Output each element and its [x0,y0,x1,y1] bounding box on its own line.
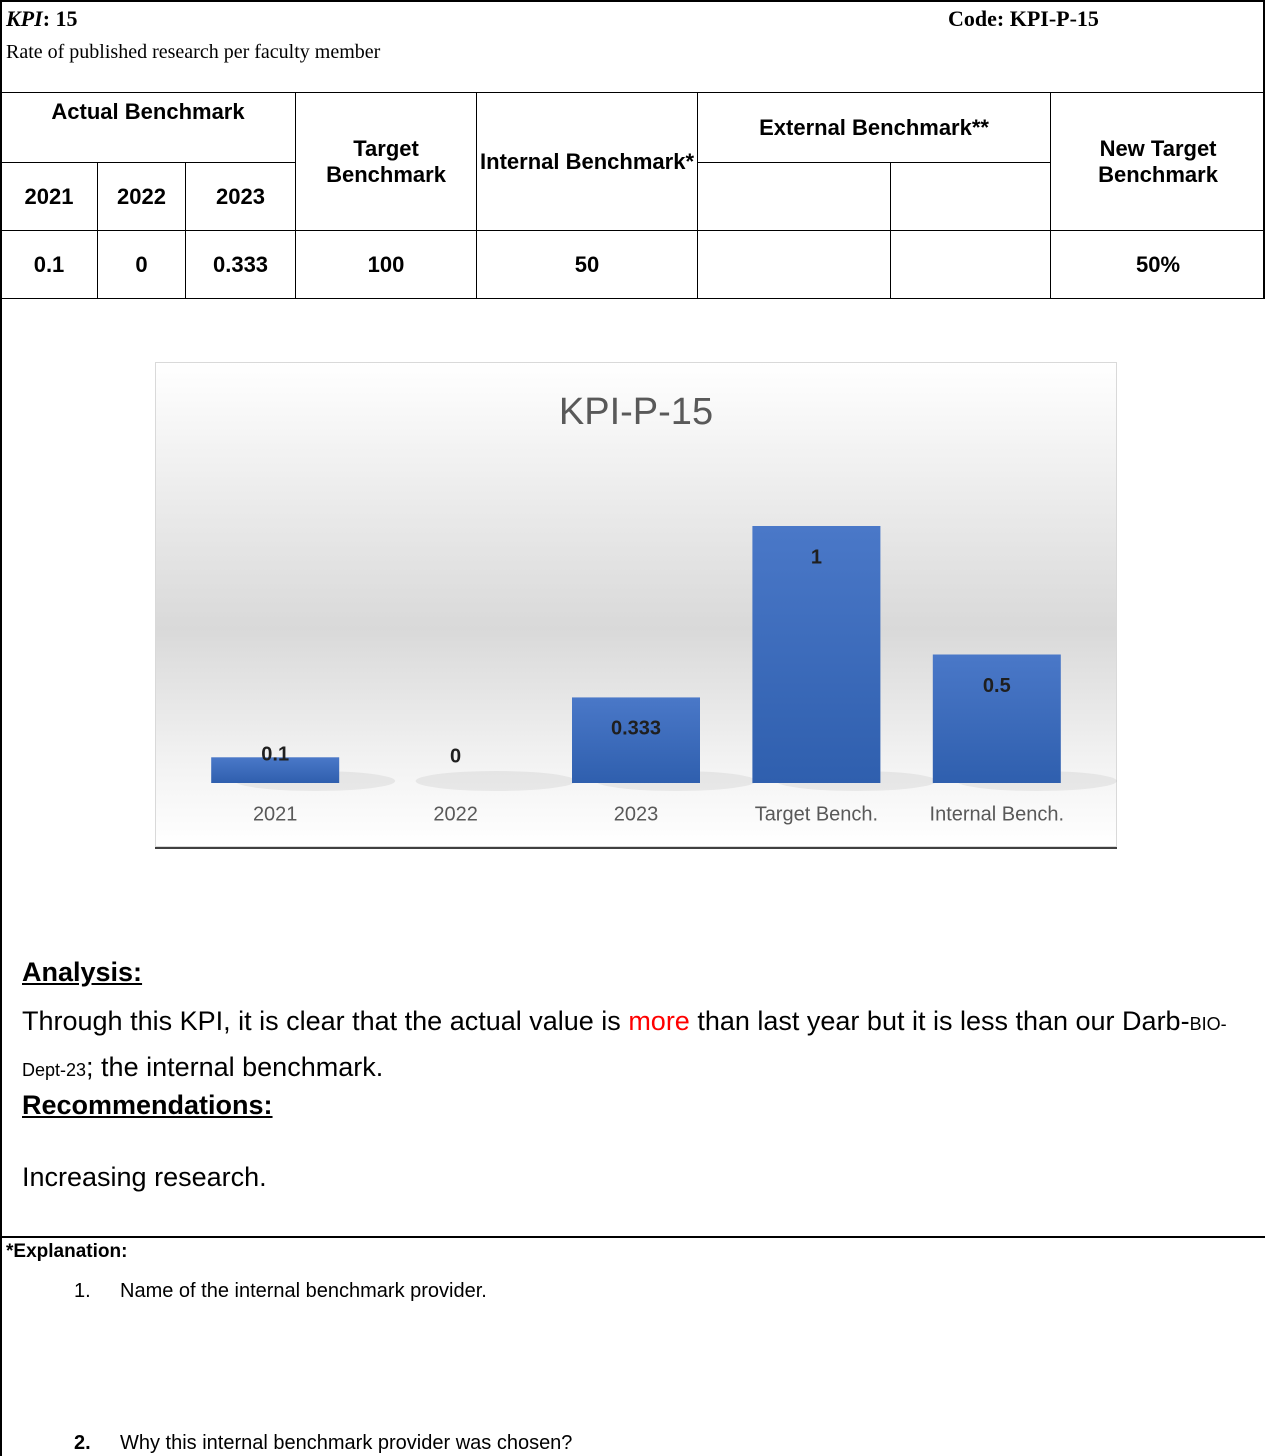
highlight: more [628,1006,690,1036]
internal-value: 50 [476,230,699,299]
list-item: 1. Name of the internal benchmark provide… [74,1280,487,1303]
item-text: Name of the internal benchmark provider. [120,1280,487,1302]
explanation-heading: *Explanation: [6,1241,128,1262]
small-text: BIO-Dept-23 [22,1014,1227,1080]
empty-cell [697,230,892,299]
text: than last year but it is less than our D… [689,1006,1190,1036]
external-header: External Benchmark** [697,92,1052,163]
list-item: 2. Why this internal benchmark provider w… [74,1432,572,1455]
bar-shadow [415,771,576,791]
target-value: 100 [295,230,478,299]
text: Through this KPI, it is clear that the a… [22,1006,629,1036]
kpi-number: KPI: 15 [6,6,78,32]
bar [752,526,881,783]
empty-cell [890,162,1052,231]
recommendations-heading: Recommendations: [22,1090,273,1120]
x-tick-label: 2021 [253,803,298,825]
new-target-value: 50% [1050,230,1265,299]
actual-header: Actual Benchmark [0,92,297,163]
x-tick-label: Target Bench. [755,803,878,825]
benchmark-table: Actual Benchmark Target Benchmark Intern… [0,92,1265,299]
bar [211,757,340,783]
item-number: 2. [74,1432,91,1454]
bar [572,697,700,783]
target-header: Target Benchmark [295,92,478,231]
top-border [0,0,1265,2]
year-value: 0.1 [0,230,98,299]
chart: KPI-P-15 0.1 2021 0 2022 0.333 2023 1 Target Be… [155,362,1117,849]
x-tick-label: Internal Bench. [930,803,1065,825]
year-value: 0 [97,230,186,299]
data-label: 0.333 [611,718,661,740]
new-target-header: New Target Benchmark [1050,92,1265,231]
text: ; the internal benchmark. [86,1052,384,1082]
kpi-code: Code: KPI-P-15 [948,6,1099,31]
internal-header: Internal Benchmark* [476,92,699,231]
year-value: 0.333 [184,230,297,299]
analysis-text: Through this KPI, it is clear that the a… [22,1000,1252,1092]
kpi-label: KPI [6,6,43,31]
divider [0,1236,1265,1238]
data-label: 0.1 [261,743,289,765]
year-header: 2021 [0,162,98,231]
bar [932,654,1061,783]
data-label: 0.5 [983,675,1011,697]
x-tick-label: 2023 [614,803,659,825]
empty-cell [890,230,1052,299]
chart-title: KPI-P-15 [559,391,713,433]
item-number: 1. [74,1280,91,1302]
empty-cell [697,162,892,231]
left-border [0,0,2,1456]
item-text: Why this internal benchmark provider was… [120,1432,573,1454]
x-tick-label: 2022 [433,803,478,825]
recommendations-text: Increasing research. [22,1162,267,1192]
data-label: 1 [811,546,822,568]
year-header: 2022 [97,162,186,231]
data-label: 0 [450,745,461,767]
kpi-description: Rate of published research per faculty m… [6,41,381,63]
year-header: 2023 [184,162,297,231]
analysis-heading: Analysis: [22,957,143,987]
kpi-value: : 15 [42,6,78,31]
